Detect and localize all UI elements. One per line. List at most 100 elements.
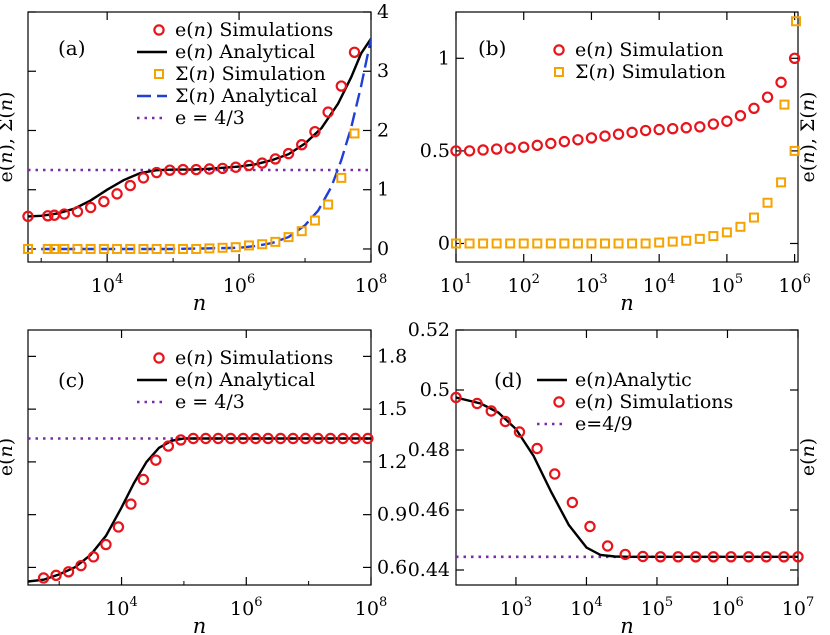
legend-label: e = 4/3 xyxy=(175,391,245,413)
data-point xyxy=(256,157,268,169)
x-tick-label: 105 xyxy=(711,272,743,297)
data-point xyxy=(518,238,529,249)
x-tick-label: 101 xyxy=(440,272,472,297)
data-point xyxy=(735,221,746,232)
legend-marker xyxy=(153,24,165,36)
x-tick-label: 104 xyxy=(105,595,137,620)
data-point xyxy=(309,125,321,138)
panel-label: (a) xyxy=(58,36,86,60)
x-tick-label: 103 xyxy=(575,272,607,297)
data-point xyxy=(792,551,804,563)
data-point xyxy=(322,106,334,118)
data-point xyxy=(58,208,70,220)
plot-frame xyxy=(27,329,372,586)
data-point xyxy=(779,99,790,110)
y-axis-title: e(n) xyxy=(797,438,819,476)
x-axis-title: n xyxy=(193,614,207,635)
data-point xyxy=(98,195,110,208)
data-point xyxy=(708,231,719,242)
panel-label: (d) xyxy=(494,368,522,392)
data-point xyxy=(349,128,360,139)
legend-label: Σ(n) Simulation xyxy=(575,61,726,83)
panel-label: (b) xyxy=(478,36,506,60)
data-point xyxy=(50,569,62,582)
data-point xyxy=(230,161,242,173)
data-point xyxy=(762,197,773,208)
data-point xyxy=(721,227,732,238)
data-point xyxy=(190,163,202,176)
data-point xyxy=(532,238,543,249)
data-point xyxy=(490,143,503,155)
data-point xyxy=(98,243,109,254)
y-tick-label: 1.2 xyxy=(377,451,407,473)
data-point xyxy=(112,521,125,533)
legend-label: e(n) Analytical xyxy=(175,41,315,63)
data-point xyxy=(274,432,287,445)
legend-label: Σ(n) Simulation xyxy=(175,63,326,85)
y-tick-label: 0 xyxy=(438,232,450,254)
y-axis-title: e(n) xyxy=(0,438,17,476)
data-point xyxy=(283,232,294,243)
data-point xyxy=(572,238,583,249)
legend-label: e(n) Simulations xyxy=(575,391,733,413)
data-point xyxy=(151,243,162,254)
data-point xyxy=(85,243,96,254)
data-point xyxy=(485,405,497,417)
data-point xyxy=(707,118,720,130)
data-point xyxy=(612,128,625,140)
data-point xyxy=(599,130,611,142)
data-point xyxy=(216,162,229,175)
data-point xyxy=(336,172,347,183)
data-point xyxy=(748,212,759,223)
data-point xyxy=(203,163,216,175)
legend-label: e(n) Simulations xyxy=(175,19,333,41)
data-point xyxy=(599,238,610,249)
data-point xyxy=(491,238,502,249)
data-point xyxy=(545,137,557,150)
plot-frame xyxy=(455,11,799,263)
data-point xyxy=(100,538,112,551)
data-point xyxy=(337,432,349,445)
data-point xyxy=(545,238,556,249)
data-point xyxy=(237,432,249,445)
y-tick-label: 2 xyxy=(377,119,389,141)
y-tick-label: 0.48 xyxy=(408,439,450,461)
data-point xyxy=(243,159,255,172)
data-point xyxy=(270,236,281,247)
data-point xyxy=(531,442,543,455)
x-tick-label: 108 xyxy=(355,272,387,297)
x-tick-label: 104 xyxy=(570,595,602,620)
data-point xyxy=(639,124,652,137)
data-point xyxy=(464,238,475,249)
plot-frame xyxy=(27,11,372,263)
data-point xyxy=(778,551,790,563)
data-point xyxy=(775,76,787,89)
data-point xyxy=(637,550,649,563)
data-point xyxy=(299,432,312,445)
series-line xyxy=(456,396,798,558)
data-point xyxy=(619,548,631,561)
legend-marker xyxy=(153,352,165,364)
legend-label: e(n) Analytical xyxy=(175,369,315,391)
x-tick-label: 106 xyxy=(711,595,743,620)
data-point xyxy=(175,434,187,446)
data-point xyxy=(323,199,334,210)
data-point xyxy=(613,238,624,249)
data-point xyxy=(49,243,60,254)
data-point xyxy=(150,166,163,179)
data-point xyxy=(531,139,543,152)
data-point xyxy=(690,551,702,563)
data-point xyxy=(287,432,299,445)
data-point xyxy=(681,235,692,246)
data-point xyxy=(335,80,348,92)
y-tick-label: 0 xyxy=(377,238,389,260)
data-point xyxy=(789,145,800,156)
data-point xyxy=(187,432,199,445)
data-point xyxy=(75,559,87,572)
data-point xyxy=(667,236,678,247)
data-point xyxy=(243,240,254,251)
data-point xyxy=(451,238,461,249)
data-point xyxy=(124,179,136,192)
data-point xyxy=(37,572,50,584)
